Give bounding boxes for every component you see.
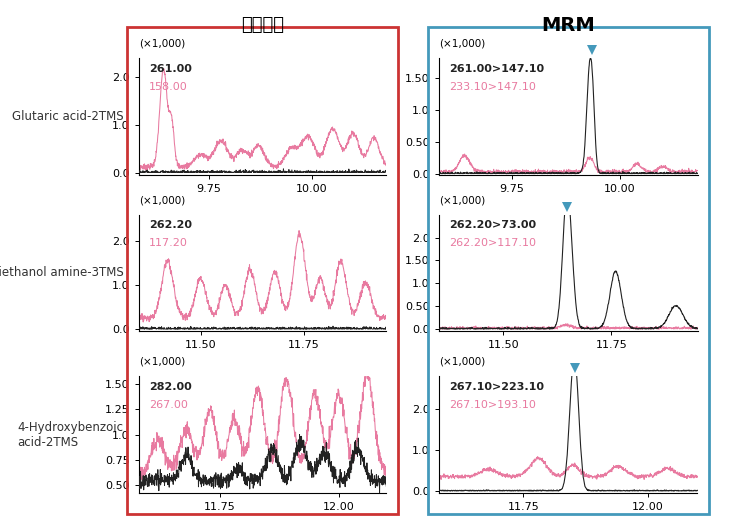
Text: 267.10>193.10: 267.10>193.10	[449, 400, 536, 410]
Text: (×1,000): (×1,000)	[139, 196, 185, 205]
Text: (×1,000): (×1,000)	[439, 39, 485, 49]
Text: (×1,000): (×1,000)	[139, 39, 185, 49]
Text: 282.00: 282.00	[148, 382, 191, 392]
Text: 158.00: 158.00	[148, 82, 188, 92]
Text: 261.00>147.10: 261.00>147.10	[449, 64, 544, 74]
Text: 4-Hydroxybenzoic
acid-2TMS: 4-Hydroxybenzoic acid-2TMS	[18, 421, 124, 448]
Text: 262.20>117.10: 262.20>117.10	[449, 238, 536, 248]
Text: (×1,000): (×1,000)	[139, 357, 185, 367]
Text: 262.20>73.00: 262.20>73.00	[449, 220, 536, 231]
Text: (×1,000): (×1,000)	[439, 357, 485, 367]
Text: 262.20: 262.20	[148, 220, 192, 231]
Text: MRM: MRM	[542, 16, 595, 35]
Text: スキャン: スキャン	[241, 16, 284, 34]
Text: 233.10>147.10: 233.10>147.10	[449, 82, 536, 92]
Text: 117.20: 117.20	[148, 238, 188, 248]
Text: 267.10>223.10: 267.10>223.10	[449, 382, 544, 392]
Text: Glutaric acid-2TMS: Glutaric acid-2TMS	[12, 110, 124, 123]
Text: 261.00: 261.00	[148, 64, 191, 74]
Text: (×1,000): (×1,000)	[439, 196, 485, 205]
Text: Triethanol amine-3TMS: Triethanol amine-3TMS	[0, 267, 124, 279]
Text: 267.00: 267.00	[148, 400, 188, 410]
